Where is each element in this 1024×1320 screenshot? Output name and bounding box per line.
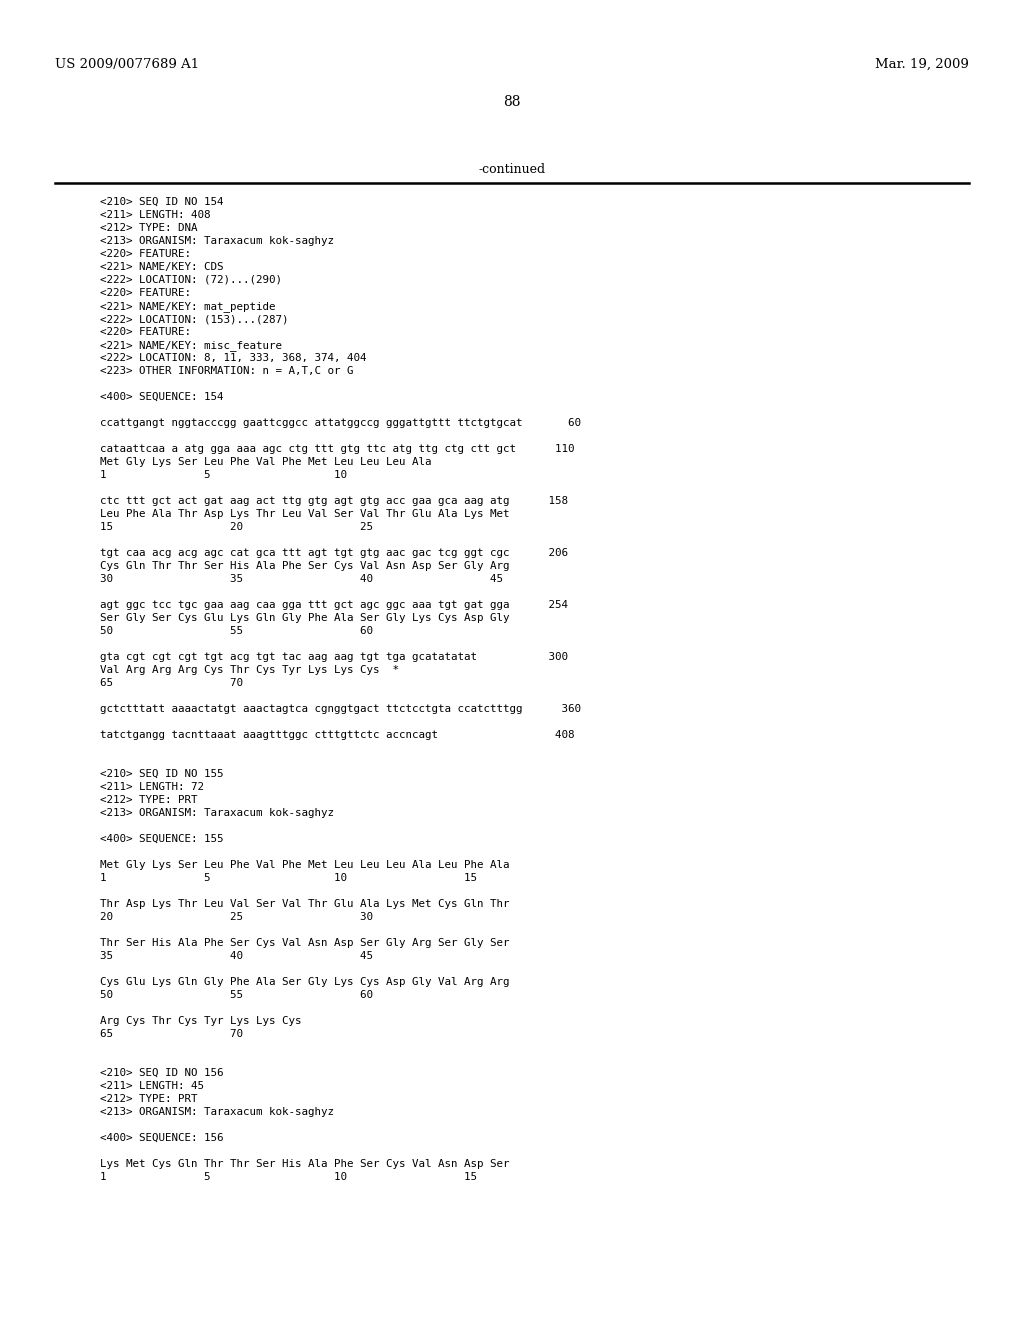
Text: gta cgt cgt cgt tgt acg tgt tac aag aag tgt tga gcatatatat           300: gta cgt cgt cgt tgt acg tgt tac aag aag … bbox=[100, 652, 568, 663]
Text: agt ggc tcc tgc gaa aag caa gga ttt gct agc ggc aaa tgt gat gga      254: agt ggc tcc tgc gaa aag caa gga ttt gct … bbox=[100, 601, 568, 610]
Text: 65                  70: 65 70 bbox=[100, 1030, 243, 1039]
Text: 1               5                   10                  15: 1 5 10 15 bbox=[100, 1172, 477, 1181]
Text: Leu Phe Ala Thr Asp Lys Thr Leu Val Ser Val Thr Glu Ala Lys Met: Leu Phe Ala Thr Asp Lys Thr Leu Val Ser … bbox=[100, 510, 510, 519]
Text: -continued: -continued bbox=[478, 162, 546, 176]
Text: <213> ORGANISM: Taraxacum kok-saghyz: <213> ORGANISM: Taraxacum kok-saghyz bbox=[100, 236, 334, 246]
Text: Met Gly Lys Ser Leu Phe Val Phe Met Leu Leu Leu Ala: Met Gly Lys Ser Leu Phe Val Phe Met Leu … bbox=[100, 457, 431, 467]
Text: 15                  20                  25: 15 20 25 bbox=[100, 521, 373, 532]
Text: <221> NAME/KEY: CDS: <221> NAME/KEY: CDS bbox=[100, 261, 223, 272]
Text: ctc ttt gct act gat aag act ttg gtg agt gtg acc gaa gca aag atg      158: ctc ttt gct act gat aag act ttg gtg agt … bbox=[100, 496, 568, 506]
Text: US 2009/0077689 A1: US 2009/0077689 A1 bbox=[55, 58, 199, 71]
Text: <213> ORGANISM: Taraxacum kok-saghyz: <213> ORGANISM: Taraxacum kok-saghyz bbox=[100, 808, 334, 818]
Text: <213> ORGANISM: Taraxacum kok-saghyz: <213> ORGANISM: Taraxacum kok-saghyz bbox=[100, 1107, 334, 1117]
Text: Cys Gln Thr Thr Ser His Ala Phe Ser Cys Val Asn Asp Ser Gly Arg: Cys Gln Thr Thr Ser His Ala Phe Ser Cys … bbox=[100, 561, 510, 572]
Text: Cys Glu Lys Gln Gly Phe Ala Ser Gly Lys Cys Asp Gly Val Arg Arg: Cys Glu Lys Gln Gly Phe Ala Ser Gly Lys … bbox=[100, 977, 510, 987]
Text: <212> TYPE: PRT: <212> TYPE: PRT bbox=[100, 795, 198, 805]
Text: gctctttatt aaaactatgt aaactagtca cgnggtgact ttctcctgta ccatctttgg      360: gctctttatt aaaactatgt aaactagtca cgnggtg… bbox=[100, 704, 581, 714]
Text: 35                  40                  45: 35 40 45 bbox=[100, 950, 373, 961]
Text: <222> LOCATION: 8, 11, 333, 368, 374, 404: <222> LOCATION: 8, 11, 333, 368, 374, 40… bbox=[100, 352, 367, 363]
Text: Mar. 19, 2009: Mar. 19, 2009 bbox=[876, 58, 969, 71]
Text: Thr Asp Lys Thr Leu Val Ser Val Thr Glu Ala Lys Met Cys Gln Thr: Thr Asp Lys Thr Leu Val Ser Val Thr Glu … bbox=[100, 899, 510, 909]
Text: 50                  55                  60: 50 55 60 bbox=[100, 626, 373, 636]
Text: tgt caa acg acg agc cat gca ttt agt tgt gtg aac gac tcg ggt cgc      206: tgt caa acg acg agc cat gca ttt agt tgt … bbox=[100, 548, 568, 558]
Text: ccattgangt nggtacccgg gaattcggcc attatggccg gggattgttt ttctgtgcat       60: ccattgangt nggtacccgg gaattcggcc attatgg… bbox=[100, 418, 581, 428]
Text: <220> FEATURE:: <220> FEATURE: bbox=[100, 327, 191, 337]
Text: 65                  70: 65 70 bbox=[100, 678, 243, 688]
Text: <210> SEQ ID NO 156: <210> SEQ ID NO 156 bbox=[100, 1068, 223, 1078]
Text: <212> TYPE: PRT: <212> TYPE: PRT bbox=[100, 1094, 198, 1104]
Text: <212> TYPE: DNA: <212> TYPE: DNA bbox=[100, 223, 198, 234]
Text: <211> LENGTH: 408: <211> LENGTH: 408 bbox=[100, 210, 211, 220]
Text: 20                  25                  30: 20 25 30 bbox=[100, 912, 373, 921]
Text: <400> SEQUENCE: 154: <400> SEQUENCE: 154 bbox=[100, 392, 223, 403]
Text: Ser Gly Ser Cys Glu Lys Gln Gly Phe Ala Ser Gly Lys Cys Asp Gly: Ser Gly Ser Cys Glu Lys Gln Gly Phe Ala … bbox=[100, 612, 510, 623]
Text: cataattcaa a atg gga aaa agc ctg ttt gtg ttc atg ttg ctg ctt gct      110: cataattcaa a atg gga aaa agc ctg ttt gtg… bbox=[100, 444, 574, 454]
Text: <221> NAME/KEY: mat_peptide: <221> NAME/KEY: mat_peptide bbox=[100, 301, 275, 312]
Text: Met Gly Lys Ser Leu Phe Val Phe Met Leu Leu Leu Ala Leu Phe Ala: Met Gly Lys Ser Leu Phe Val Phe Met Leu … bbox=[100, 861, 510, 870]
Text: <400> SEQUENCE: 156: <400> SEQUENCE: 156 bbox=[100, 1133, 223, 1143]
Text: <222> LOCATION: (153)...(287): <222> LOCATION: (153)...(287) bbox=[100, 314, 289, 323]
Text: Val Arg Arg Arg Cys Thr Cys Tyr Lys Lys Cys  *: Val Arg Arg Arg Cys Thr Cys Tyr Lys Lys … bbox=[100, 665, 399, 675]
Text: <210> SEQ ID NO 155: <210> SEQ ID NO 155 bbox=[100, 770, 223, 779]
Text: <223> OTHER INFORMATION: n = A,T,C or G: <223> OTHER INFORMATION: n = A,T,C or G bbox=[100, 366, 353, 376]
Text: 30                  35                  40                  45: 30 35 40 45 bbox=[100, 574, 503, 583]
Text: <220> FEATURE:: <220> FEATURE: bbox=[100, 249, 191, 259]
Text: Thr Ser His Ala Phe Ser Cys Val Asn Asp Ser Gly Arg Ser Gly Ser: Thr Ser His Ala Phe Ser Cys Val Asn Asp … bbox=[100, 939, 510, 948]
Text: <222> LOCATION: (72)...(290): <222> LOCATION: (72)...(290) bbox=[100, 275, 282, 285]
Text: tatctgangg tacnttaaat aaagtttggc ctttgttctc accncagt                  408: tatctgangg tacnttaaat aaagtttggc ctttgtt… bbox=[100, 730, 574, 741]
Text: <220> FEATURE:: <220> FEATURE: bbox=[100, 288, 191, 298]
Text: <210> SEQ ID NO 154: <210> SEQ ID NO 154 bbox=[100, 197, 223, 207]
Text: <211> LENGTH: 72: <211> LENGTH: 72 bbox=[100, 781, 204, 792]
Text: <221> NAME/KEY: misc_feature: <221> NAME/KEY: misc_feature bbox=[100, 341, 282, 351]
Text: Lys Met Cys Gln Thr Thr Ser His Ala Phe Ser Cys Val Asn Asp Ser: Lys Met Cys Gln Thr Thr Ser His Ala Phe … bbox=[100, 1159, 510, 1170]
Text: 50                  55                  60: 50 55 60 bbox=[100, 990, 373, 1001]
Text: <211> LENGTH: 45: <211> LENGTH: 45 bbox=[100, 1081, 204, 1092]
Text: 1               5                   10: 1 5 10 bbox=[100, 470, 347, 480]
Text: <400> SEQUENCE: 155: <400> SEQUENCE: 155 bbox=[100, 834, 223, 843]
Text: Arg Cys Thr Cys Tyr Lys Lys Cys: Arg Cys Thr Cys Tyr Lys Lys Cys bbox=[100, 1016, 301, 1026]
Text: 88: 88 bbox=[503, 95, 521, 110]
Text: 1               5                   10                  15: 1 5 10 15 bbox=[100, 873, 477, 883]
